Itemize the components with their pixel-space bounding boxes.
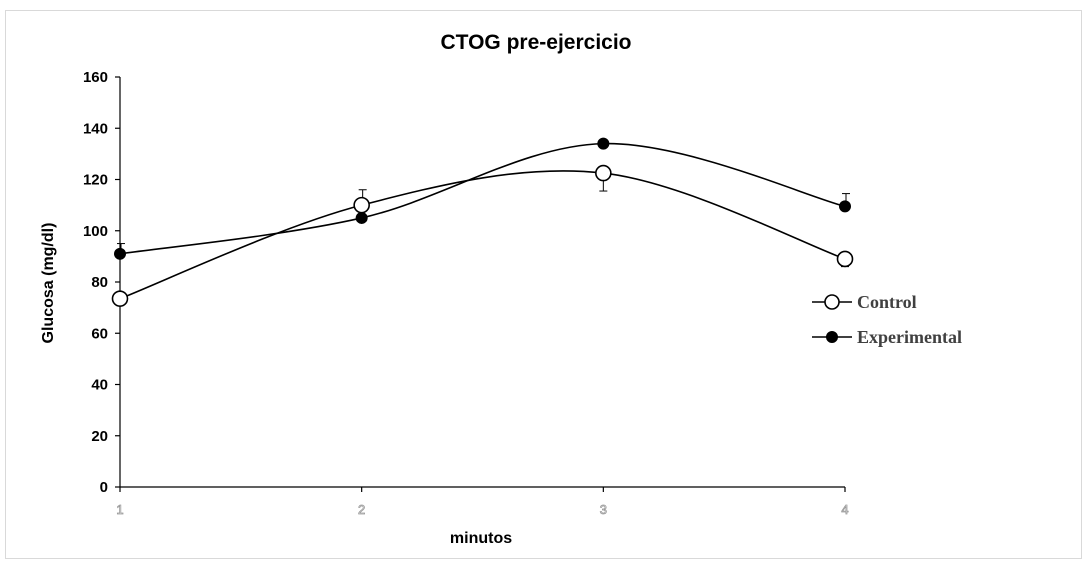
data-point-experimental [839,200,851,213]
x-tick-label: 3 [600,502,607,517]
y-tick-label: 60 [91,325,108,342]
y-axis: 0 20 40 60 80 100 120 140 160 [83,69,121,496]
error-bars [117,140,850,268]
legend-label-experimental: Experimental [857,327,962,347]
data-point-experimental [114,247,126,260]
legend-marker-control [824,294,840,310]
y-tick-label: 160 [83,69,108,86]
y-tick-label: 100 [83,223,108,240]
chart-svg: CTOG pre-ejercicio 0 20 40 60 80 100 120 140 160… [40,31,962,547]
y-tick-label: 0 [100,479,108,496]
series-lines [119,142,846,300]
data-point-experimental [597,137,610,150]
data-point-control [353,196,370,214]
legend: Control Experimental [812,292,962,347]
y-tick-label: 20 [91,428,108,445]
x-axis-label: minutos [450,530,512,547]
data-point-control [836,250,854,268]
x-tick-label: 2 [358,502,365,517]
x-tick-label: 4 [841,502,848,517]
chart-frame: CTOG pre-ejercicio 0 20 40 60 80 100 120 140 160… [5,10,1082,559]
legend-label-control: Control [857,292,917,312]
y-tick-label: 40 [91,377,108,394]
x-tick-label: 1 [116,502,123,517]
y-tick-label: 120 [83,172,108,189]
y-axis-label: Glucosa (mg/dl) [40,223,57,344]
data-point-control [595,164,612,182]
y-tick-label: 80 [91,274,108,291]
data-points [111,137,854,307]
series-line-experimental [119,142,846,255]
data-point-control [111,290,129,307]
legend-marker-experimental [826,331,838,343]
data-point-experimental [355,211,368,224]
chart-title: CTOG pre-ejercicio [440,31,631,54]
series-line-control [119,170,846,300]
y-tick-label: 140 [83,120,108,137]
x-axis: 1 2 3 4 [116,486,849,517]
